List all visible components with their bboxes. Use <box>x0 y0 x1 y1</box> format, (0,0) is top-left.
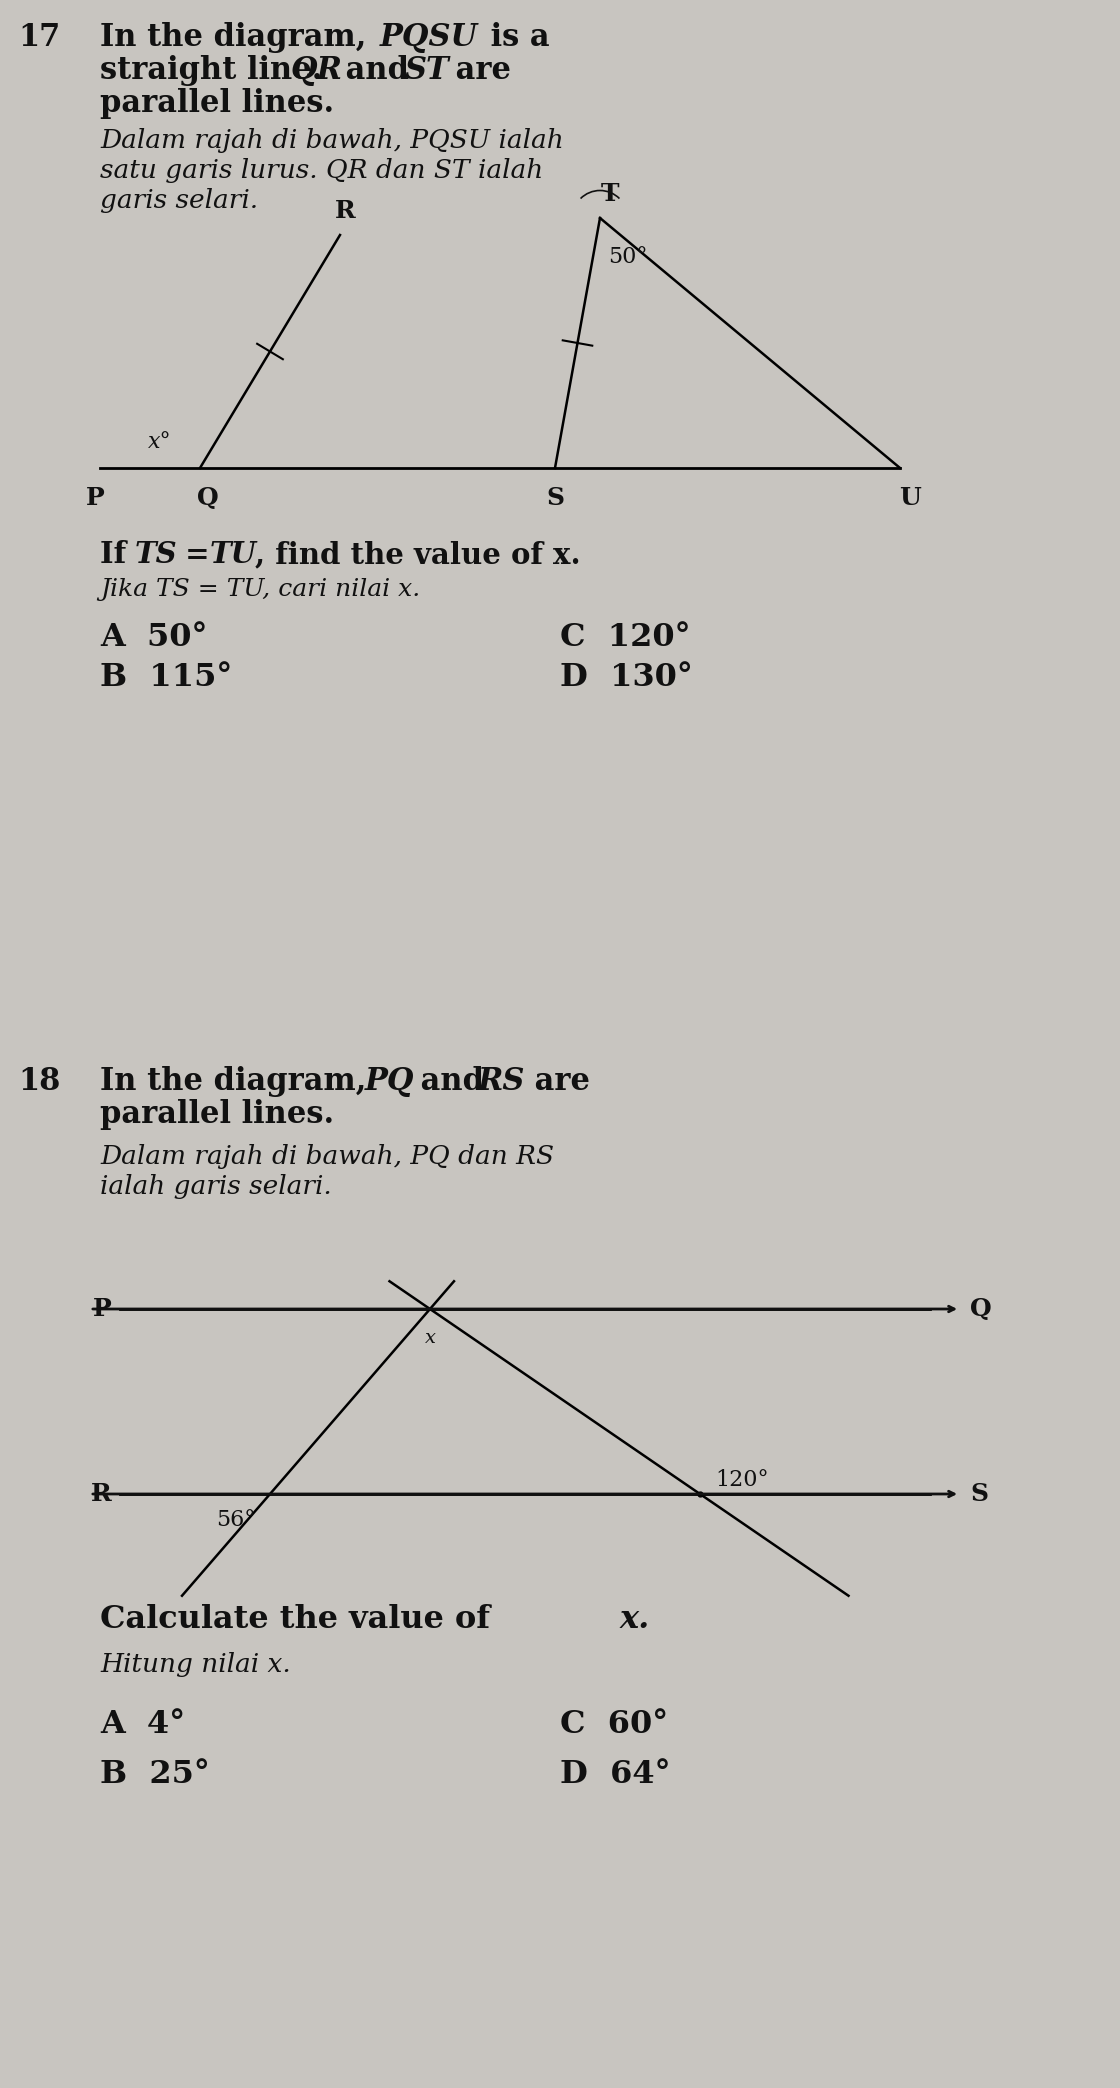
Text: Jika TS = TU, cari nilai x.: Jika TS = TU, cari nilai x. <box>100 578 420 601</box>
Text: garis selari.: garis selari. <box>100 188 258 213</box>
Text: R: R <box>335 198 355 223</box>
Text: satu garis lurus. QR dan ST ialah: satu garis lurus. QR dan ST ialah <box>100 159 543 184</box>
Text: are: are <box>524 1067 590 1096</box>
Text: In the diagram,: In the diagram, <box>100 1067 377 1096</box>
Text: If: If <box>100 541 137 570</box>
Text: TU: TU <box>211 541 256 570</box>
Text: x.: x. <box>620 1604 651 1635</box>
Text: is a: is a <box>480 23 550 52</box>
Text: straight line.: straight line. <box>100 54 333 86</box>
Text: and: and <box>410 1067 495 1096</box>
Text: S: S <box>970 1482 988 1505</box>
Text: B  115°: B 115° <box>100 662 232 693</box>
Text: C  120°: C 120° <box>560 622 691 654</box>
Text: 18: 18 <box>18 1067 60 1096</box>
Text: 120°: 120° <box>715 1470 768 1491</box>
Text: Calculate the value of: Calculate the value of <box>100 1604 501 1635</box>
Text: 50°: 50° <box>608 246 647 267</box>
Text: S: S <box>547 487 564 509</box>
Text: Dalam rajah di bawah, PQSU ialah: Dalam rajah di bawah, PQSU ialah <box>100 127 563 152</box>
Text: P: P <box>85 487 104 509</box>
Text: QR: QR <box>290 54 342 86</box>
Text: C  60°: C 60° <box>560 1708 669 1739</box>
Text: R: R <box>91 1482 112 1505</box>
Text: TS: TS <box>136 541 178 570</box>
Text: Q: Q <box>970 1297 991 1322</box>
Text: parallel lines.: parallel lines. <box>100 1098 334 1130</box>
Text: are: are <box>445 54 511 86</box>
Text: 56°: 56° <box>216 1510 255 1531</box>
Text: and: and <box>335 54 420 86</box>
Text: , find the value of x.: , find the value of x. <box>255 541 580 570</box>
Text: PQ: PQ <box>365 1067 414 1096</box>
Text: ialah garis selari.: ialah garis selari. <box>100 1173 332 1199</box>
Text: Dalam rajah di bawah, PQ dan RS: Dalam rajah di bawah, PQ dan RS <box>100 1144 554 1169</box>
Text: ST: ST <box>405 54 450 86</box>
Text: =: = <box>175 541 220 570</box>
Text: T: T <box>600 182 619 207</box>
Text: parallel lines.: parallel lines. <box>100 88 334 119</box>
Text: x: x <box>424 1328 436 1347</box>
Text: Hitung nilai x.: Hitung nilai x. <box>100 1652 291 1677</box>
Text: 17: 17 <box>18 23 60 52</box>
Text: PQSU: PQSU <box>380 23 478 52</box>
Text: Q: Q <box>197 487 218 509</box>
Text: x°: x° <box>148 430 172 453</box>
Text: A  50°: A 50° <box>100 622 207 654</box>
Text: U: U <box>899 487 921 509</box>
Text: D  130°: D 130° <box>560 662 693 693</box>
Text: In the diagram,: In the diagram, <box>100 23 377 52</box>
Text: RS: RS <box>478 1067 525 1096</box>
Text: B  25°: B 25° <box>100 1758 209 1789</box>
Text: P: P <box>93 1297 112 1322</box>
Text: A  4°: A 4° <box>100 1708 185 1739</box>
Text: D  64°: D 64° <box>560 1758 671 1789</box>
